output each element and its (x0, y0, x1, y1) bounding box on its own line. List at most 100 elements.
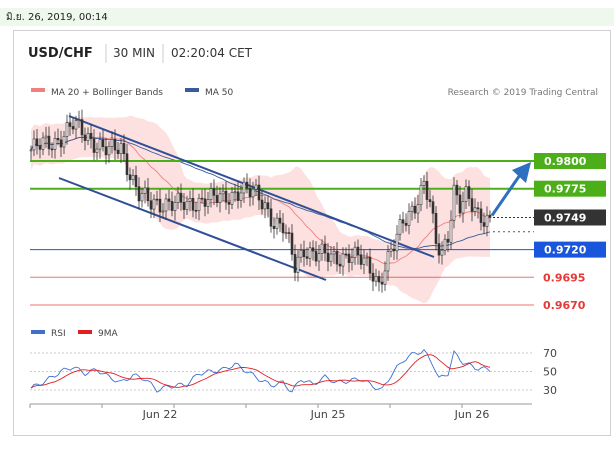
candle-body (452, 184, 456, 221)
candle-body (455, 184, 459, 196)
candle-body (332, 251, 336, 255)
candle-body (449, 220, 453, 243)
candle-body (197, 197, 201, 211)
credit-label: Research © 2019 Trading Central (448, 88, 598, 98)
candle-body (155, 198, 159, 201)
candle-body (71, 126, 75, 130)
candle-body (104, 146, 108, 156)
candle-body (170, 201, 174, 211)
candle-body (371, 272, 375, 282)
candle-body (131, 175, 135, 181)
last-price-label: 0.9749 (544, 211, 586, 224)
candle-body (212, 188, 216, 196)
candle-body (245, 181, 249, 189)
candle-body (365, 256, 369, 259)
candle-body (356, 246, 360, 256)
candle-body (296, 256, 300, 273)
candle-body (188, 198, 192, 202)
candle-body (323, 243, 327, 254)
candle-body (176, 192, 180, 203)
candle-body (29, 149, 33, 152)
candle-body (470, 198, 474, 212)
candle-body (377, 276, 381, 283)
candle-body (326, 252, 330, 262)
candle-body (68, 122, 72, 127)
resistance-label: 0.9775 (544, 183, 586, 196)
candle-body (218, 193, 222, 203)
candle-body (119, 143, 123, 155)
candle-body (38, 145, 42, 150)
candle-body (167, 198, 171, 202)
rsi-ma-line (30, 354, 491, 389)
candle-body (221, 190, 225, 195)
candle-body (215, 195, 219, 203)
candle-body (287, 232, 291, 234)
candle-body (476, 207, 480, 210)
candle-body (479, 208, 483, 223)
candle-body (302, 249, 306, 258)
candle-body (233, 191, 237, 194)
candle-body (416, 204, 420, 214)
last-price-box (534, 209, 606, 226)
candle-body (404, 222, 408, 226)
candle-body (149, 200, 153, 210)
candle-body (317, 253, 321, 262)
candle-body (299, 249, 303, 258)
candle-body (59, 139, 63, 148)
candle-body (398, 219, 402, 235)
time-axis-label: Jun 25 (310, 408, 346, 421)
timeframe-label: 30 MIN (113, 46, 155, 60)
candle-body (482, 222, 486, 227)
candle-body (224, 190, 228, 203)
candle-body (161, 210, 165, 213)
candle-body (437, 243, 441, 256)
candle-body (98, 139, 102, 150)
candle-body (434, 213, 438, 244)
candle-body (47, 135, 51, 150)
candle-body (92, 138, 96, 153)
ma20-legend-swatch (31, 88, 45, 92)
candle-body (86, 132, 90, 141)
pivot-label-box (534, 241, 606, 258)
rsi-level-label: 70 (543, 347, 557, 360)
candle-body (389, 248, 393, 252)
candle-body (125, 153, 129, 175)
bollinger-band (31, 115, 490, 304)
candle-body (473, 207, 477, 212)
candle-body (257, 184, 261, 201)
candle-body (458, 194, 462, 214)
candle-body (140, 193, 144, 202)
channel-upper-line (68, 115, 435, 258)
rsi-legend-label: RSI (51, 329, 66, 339)
candle-body (383, 270, 387, 285)
candle-body (41, 137, 45, 150)
candle-body (173, 202, 177, 211)
candle-body (305, 256, 309, 259)
candle-body (392, 248, 396, 252)
candle-body (107, 146, 111, 156)
candle-body (410, 205, 414, 212)
candle-body (395, 233, 399, 252)
candle-body (122, 143, 126, 155)
candle-body (422, 181, 426, 186)
candle-body (311, 247, 315, 252)
candle-body (164, 198, 168, 212)
candle-body (143, 187, 147, 194)
candle-body (209, 188, 213, 200)
candle-body (260, 199, 264, 210)
candle-body (407, 211, 411, 226)
candle-body (338, 263, 342, 267)
candle-body (263, 202, 267, 210)
candle-body (146, 187, 150, 202)
forecast-arrow-head (512, 162, 531, 183)
candle-body (443, 238, 447, 251)
candle-body (368, 256, 372, 274)
time-label: 02:20:04 CET (171, 46, 253, 60)
time-axis-ticks: Jun 22 Jun 25 Jun 26 (29, 404, 489, 421)
timestamp: มิ.ย. 26, 2019, 00:14 (6, 12, 108, 23)
candle-body (53, 138, 57, 150)
rsi-ma-legend-swatch (78, 330, 92, 334)
candle-body (200, 197, 204, 200)
support-label: 0.9670 (543, 299, 586, 312)
